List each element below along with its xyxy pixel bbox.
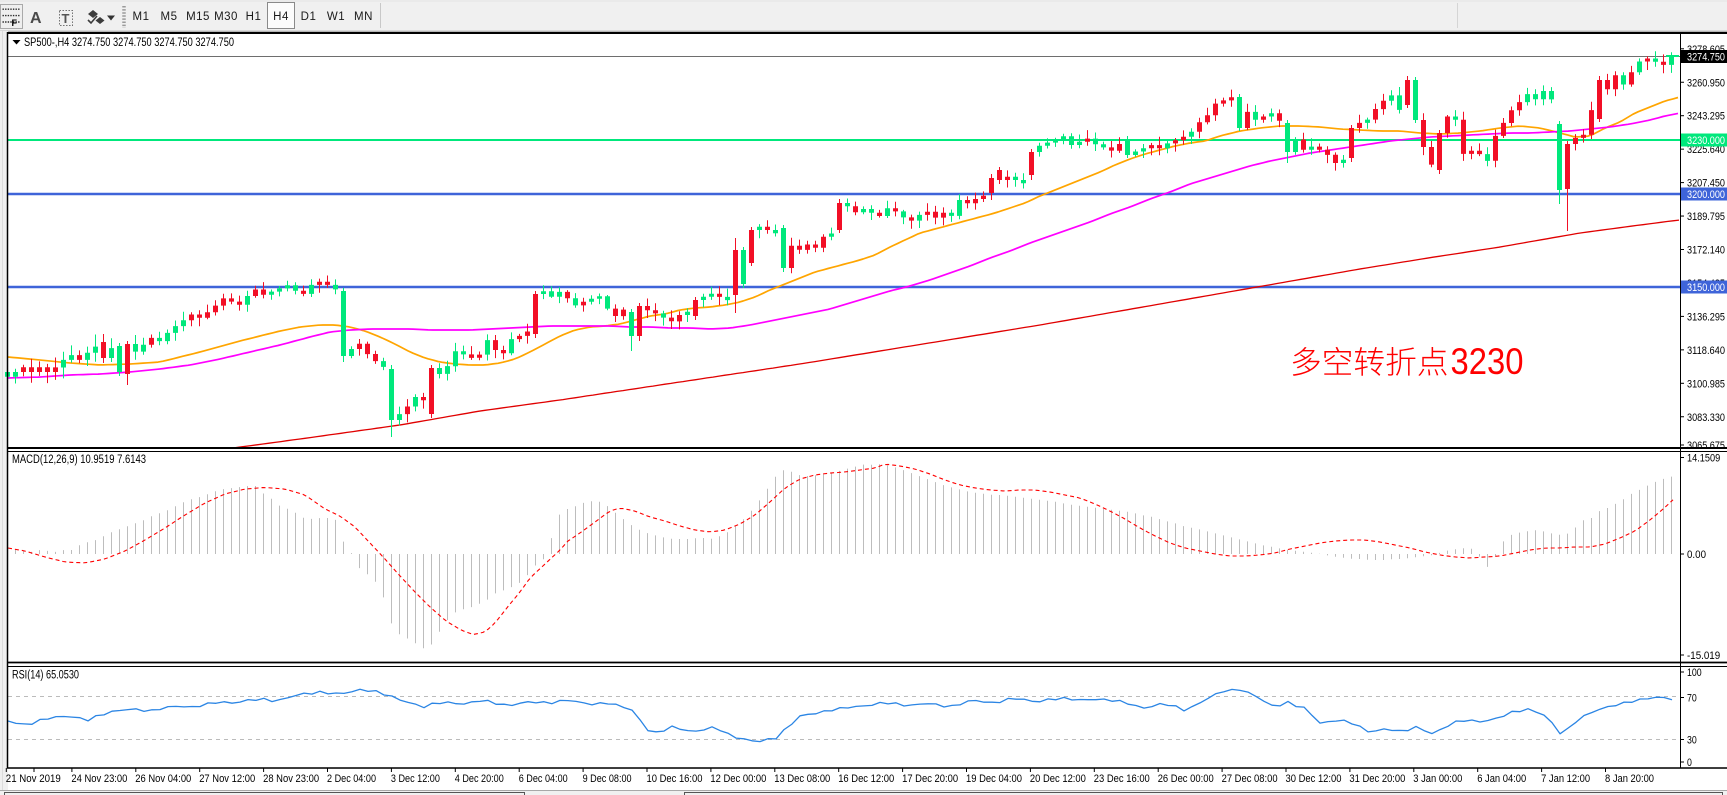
svg-text:3118.640: 3118.640 — [1687, 345, 1725, 357]
svg-text:-15.019: -15.019 — [1687, 650, 1720, 662]
svg-text:M5: M5 — [161, 11, 178, 23]
svg-text:27 Nov 12:00: 27 Nov 12:00 — [199, 773, 255, 785]
svg-text:70: 70 — [1687, 693, 1697, 705]
svg-text:3230.000: 3230.000 — [1687, 135, 1725, 147]
svg-text:3150.000: 3150.000 — [1687, 282, 1725, 294]
svg-text:8 Jan 20:00: 8 Jan 20:00 — [1605, 773, 1654, 785]
svg-text:M1: M1 — [133, 11, 150, 23]
svg-text:A: A — [30, 10, 42, 27]
svg-text:6 Dec 04:00: 6 Dec 04:00 — [519, 773, 568, 785]
svg-text:F: F — [12, 18, 18, 28]
svg-text:3225.640: 3225.640 — [1687, 144, 1725, 156]
svg-text:13 Dec 08:00: 13 Dec 08:00 — [774, 773, 830, 785]
svg-text:3065.675: 3065.675 — [1687, 440, 1725, 452]
svg-text:30: 30 — [1687, 735, 1697, 747]
svg-text:0: 0 — [1687, 757, 1692, 769]
svg-text:3083.330: 3083.330 — [1687, 412, 1725, 424]
svg-text:3260.950: 3260.950 — [1687, 77, 1725, 89]
svg-text:12 Dec 00:00: 12 Dec 00:00 — [710, 773, 766, 785]
svg-text:3136.295: 3136.295 — [1687, 311, 1725, 323]
svg-text:14.1509: 14.1509 — [1687, 453, 1720, 465]
svg-text:M15: M15 — [186, 11, 210, 23]
svg-text:16 Dec 12:00: 16 Dec 12:00 — [838, 773, 894, 785]
svg-text:21 Nov 2019: 21 Nov 2019 — [6, 773, 61, 785]
svg-text:7 Jan 12:00: 7 Jan 12:00 — [1541, 773, 1590, 785]
svg-text:3 Dec 12:00: 3 Dec 12:00 — [391, 773, 440, 785]
svg-text:100: 100 — [1687, 667, 1702, 679]
svg-text:3 Jan 00:00: 3 Jan 00:00 — [1413, 773, 1462, 785]
svg-text:2 Dec 04:00: 2 Dec 04:00 — [327, 773, 376, 785]
svg-text:SP500-,H4 3274.750 3274.750 3: SP500-,H4 3274.750 3274.750 3274.750 327… — [24, 35, 234, 49]
svg-text:MN: MN — [354, 11, 373, 23]
svg-text:0.00: 0.00 — [1687, 549, 1706, 561]
svg-text:27 Dec 08:00: 27 Dec 08:00 — [1222, 773, 1278, 785]
svg-text:31 Dec 20:00: 31 Dec 20:00 — [1349, 773, 1405, 785]
svg-text:26 Dec 00:00: 26 Dec 00:00 — [1158, 773, 1214, 785]
svg-text:RSI(14) 65.0530: RSI(14) 65.0530 — [12, 670, 79, 682]
svg-text:26 Nov 04:00: 26 Nov 04:00 — [135, 773, 191, 785]
svg-text:3172.140: 3172.140 — [1687, 245, 1725, 257]
svg-text:4 Dec 20:00: 4 Dec 20:00 — [455, 773, 504, 785]
svg-text:H1: H1 — [246, 11, 262, 23]
svg-text:3274.750: 3274.750 — [1687, 52, 1725, 64]
svg-text:10 Dec 16:00: 10 Dec 16:00 — [647, 773, 703, 785]
svg-text:MACD(12,26,9) 10.9519 7.6143: MACD(12,26,9) 10.9519 7.6143 — [12, 454, 146, 466]
svg-text:30 Dec 12:00: 30 Dec 12:00 — [1286, 773, 1342, 785]
svg-text:3243.295: 3243.295 — [1687, 111, 1725, 123]
svg-text:9 Dec 08:00: 9 Dec 08:00 — [583, 773, 632, 785]
svg-text:28 Nov 23:00: 28 Nov 23:00 — [263, 773, 319, 785]
svg-text:3100.985: 3100.985 — [1687, 378, 1725, 390]
svg-text:17 Dec 20:00: 17 Dec 20:00 — [902, 773, 958, 785]
svg-text:24 Nov 23:00: 24 Nov 23:00 — [71, 773, 127, 785]
svg-text:3207.450: 3207.450 — [1687, 178, 1725, 190]
svg-text:T: T — [62, 11, 70, 26]
svg-text:20 Dec 12:00: 20 Dec 12:00 — [1030, 773, 1086, 785]
svg-text:W1: W1 — [327, 11, 345, 23]
svg-text:3230: 3230 — [1451, 341, 1524, 382]
svg-text:3200.000: 3200.000 — [1687, 189, 1725, 201]
svg-text:M30: M30 — [214, 11, 238, 23]
svg-text:3189.795: 3189.795 — [1687, 211, 1725, 223]
svg-text:D1: D1 — [301, 11, 317, 23]
svg-text:23 Dec 16:00: 23 Dec 16:00 — [1094, 773, 1150, 785]
svg-text:6 Jan 04:00: 6 Jan 04:00 — [1477, 773, 1526, 785]
svg-text:H4: H4 — [273, 11, 289, 23]
svg-text:19 Dec 04:00: 19 Dec 04:00 — [966, 773, 1022, 785]
